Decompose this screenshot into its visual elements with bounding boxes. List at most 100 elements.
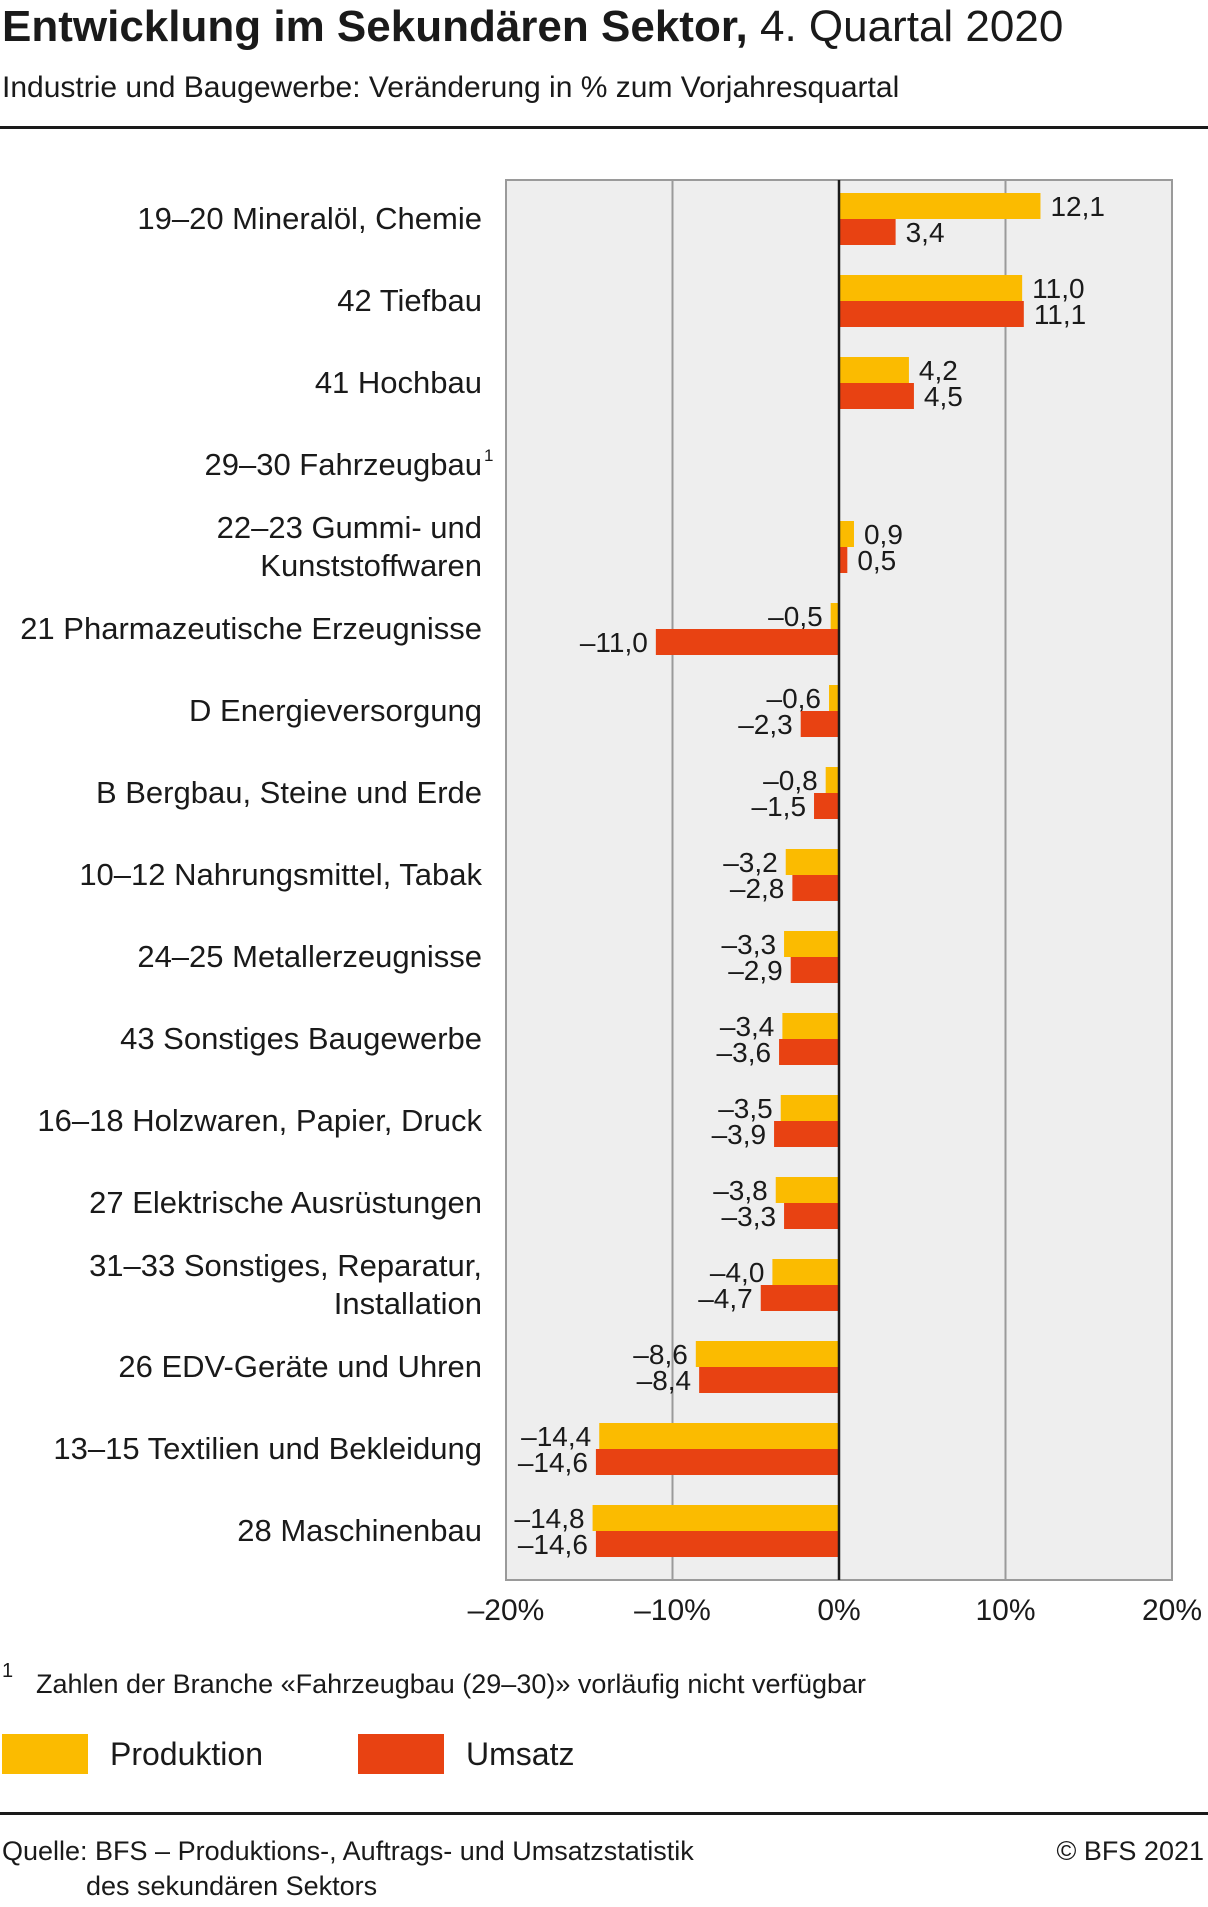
data-label: –4,0 (710, 1257, 765, 1288)
x-tick-label: 20% (1142, 1594, 1202, 1627)
data-label: –4,7 (698, 1283, 753, 1314)
category-label: 41 Hochbau (315, 365, 482, 400)
bar-umsatz (779, 1039, 839, 1065)
bar-produktion (695, 1341, 839, 1367)
data-label: –3,6 (717, 1037, 772, 1068)
data-label: 11,0 (1032, 273, 1084, 304)
bar-umsatz (839, 383, 914, 409)
x-tick-label: 10% (975, 1594, 1035, 1627)
bar-umsatz (774, 1121, 839, 1147)
data-label: –3,9 (712, 1119, 767, 1150)
data-label: 11,1 (1034, 299, 1086, 330)
chart-subtitle: Industrie und Baugewerbe: Veränderung in… (2, 71, 900, 104)
bar-produktion (775, 1177, 839, 1203)
data-label: –0,8 (763, 765, 818, 796)
data-label: –2,3 (738, 709, 793, 740)
category-label: D Energieversorgung (189, 693, 482, 728)
bar-umsatz (595, 1531, 839, 1557)
data-label: –3,3 (722, 929, 777, 960)
data-label: –3,3 (722, 1201, 777, 1232)
chart-title-bold: Entwicklung im Sekundären Sektor, (2, 2, 748, 51)
category-label: 10–12 Nahrungsmittel, Tabak (79, 857, 482, 892)
bar-umsatz (655, 629, 839, 655)
bar-produktion (782, 1013, 839, 1039)
category-label: 29–30 Fahrzeugbau (204, 447, 482, 482)
category-superscript: 1 (484, 446, 493, 465)
footnote-marker: 1 (2, 1660, 14, 1682)
bar-umsatz (839, 547, 848, 573)
bar-produktion (839, 521, 854, 547)
category-label: 16–18 Holzwaren, Papier, Druck (37, 1103, 482, 1138)
footnote-text: Zahlen der Branche «Fahrzeugbau (29–30)»… (36, 1669, 867, 1699)
data-label: –14,4 (521, 1421, 591, 1452)
data-label: –14,8 (515, 1503, 585, 1534)
copyright: © BFS 2021 (1056, 1836, 1204, 1866)
legend-item-umsatz: Umsatz (358, 1734, 574, 1774)
x-tick-label: 0% (817, 1594, 860, 1627)
source-line-1: Quelle: BFS – Produktions-, Auftrags- un… (2, 1836, 694, 1866)
data-label: –2,8 (730, 873, 785, 904)
category-label: B Bergbau, Steine und Erde (96, 775, 482, 810)
category-label: 26 EDV-Geräte und Uhren (118, 1349, 482, 1384)
legend-label-produktion: Produktion (110, 1735, 263, 1772)
bar-produktion (599, 1423, 839, 1449)
chart-title: Entwicklung im Sekundären Sektor, 4. Qua… (2, 2, 1063, 52)
source-line-2: des sekundären Sektors (86, 1871, 378, 1901)
data-label: 0,9 (864, 519, 903, 550)
data-label: –3,4 (720, 1011, 775, 1042)
data-label: 4,2 (919, 355, 958, 386)
data-label: –3,2 (723, 847, 778, 878)
category-label: 19–20 Mineralöl, Chemie (137, 201, 482, 236)
data-label: 4,5 (924, 381, 963, 412)
bar-produktion (772, 1259, 839, 1285)
data-label: –8,4 (637, 1365, 692, 1396)
data-label: 12,1 (1050, 191, 1105, 222)
legend-swatch-produktion (2, 1734, 88, 1774)
bar-produktion (830, 603, 839, 629)
x-tick-label: –10% (634, 1594, 711, 1627)
data-label: –1,5 (752, 791, 807, 822)
category-label: 21 Pharmazeutische Erzeugnisse (20, 611, 482, 646)
bar-umsatz (839, 219, 896, 245)
data-label: –3,5 (718, 1093, 773, 1124)
category-label: 42 Tiefbau (337, 283, 482, 318)
data-label: 0,5 (857, 545, 896, 576)
bar-produktion (785, 849, 839, 875)
category-label: 27 Elektrische Ausrüstungen (89, 1185, 482, 1220)
bar-produktion (829, 685, 839, 711)
bar-chart: –20% –10% 0% 10% 20% 19–20 Mineralöl, Chemie 1… (20, 179, 1202, 1627)
chart-title-period: 4. Quartal 2020 (747, 2, 1064, 51)
x-tick-label: –20% (468, 1594, 545, 1627)
data-label: 3,4 (906, 217, 945, 248)
legend-label-umsatz: Umsatz (466, 1735, 575, 1772)
data-label: –0,5 (768, 601, 823, 632)
data-label: –14,6 (518, 1529, 588, 1560)
category-label: 43 Sonstiges Baugewerbe (120, 1021, 482, 1056)
source-note: Quelle: BFS – Produktions-, Auftrags- un… (2, 1834, 694, 1904)
bar-umsatz (792, 875, 839, 901)
bar-umsatz (699, 1367, 839, 1393)
data-label: –11,0 (580, 627, 648, 658)
bar-produktion (780, 1095, 839, 1121)
bar-produktion (839, 357, 909, 383)
bar-produktion (839, 275, 1023, 301)
bar-umsatz (760, 1285, 839, 1311)
bar-umsatz (790, 957, 839, 983)
category-label: 13–15 Textilien und Bekleidung (53, 1431, 482, 1466)
category-label: 31–33 Sonstiges, Reparatur, Installation (89, 1248, 482, 1321)
data-label: –0,6 (767, 683, 822, 714)
bar-umsatz (595, 1449, 839, 1475)
legend-swatch-umsatz (358, 1734, 444, 1774)
bar-produktion (784, 931, 839, 957)
legend-item-produktion: Produktion (2, 1734, 263, 1774)
data-label: –3,8 (713, 1175, 768, 1206)
category-label: 28 Maschinenbau (237, 1513, 482, 1548)
data-label: –14,6 (518, 1447, 588, 1478)
top-divider (0, 126, 1208, 129)
data-label: –8,6 (633, 1339, 688, 1370)
bar-umsatz (814, 793, 839, 819)
bar-umsatz (800, 711, 839, 737)
bar-umsatz (784, 1203, 839, 1229)
category-label: 24–25 Metallerzeugnisse (137, 939, 482, 974)
bar-produktion (592, 1505, 839, 1531)
